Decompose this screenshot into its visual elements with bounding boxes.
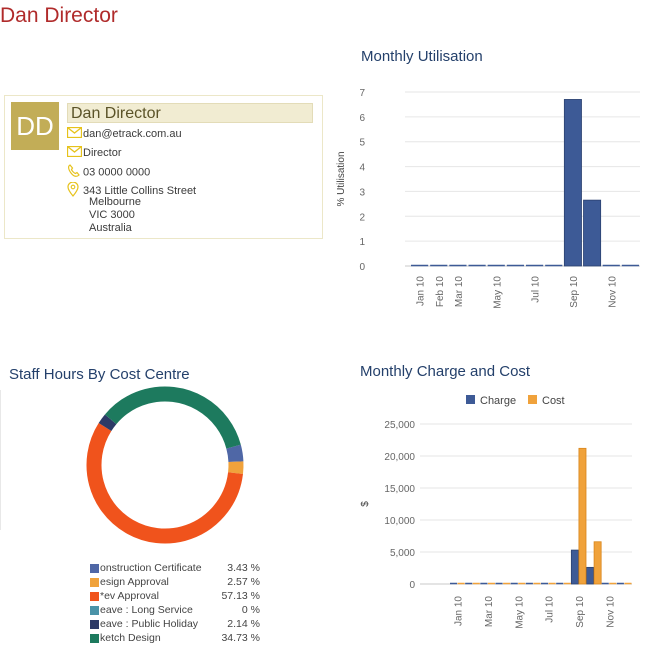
donut-slice-6 (86, 386, 244, 544)
legend-label: eave : Public Holiday (100, 618, 199, 630)
legend-value: 57.13 % (221, 590, 260, 602)
donut-slice-2 (86, 386, 244, 544)
address-line-4: Australia (89, 222, 132, 234)
legend-swatch (90, 634, 99, 643)
address-line-2: Melbourne (89, 196, 141, 208)
email-link[interactable]: dan@etrack.com.au (83, 128, 182, 140)
legend-swatch (90, 620, 99, 629)
role-row: Director (66, 145, 122, 160)
charge-cost-chart: Charge Cost 0 5,000 10,000 15,000 20,000 25,000… (360, 395, 632, 629)
legend-item: eave : Public Holiday 2.14 % (90, 618, 260, 632)
phone-row: 03 0000 0000 (67, 164, 150, 181)
page-title: Dan Director (0, 4, 118, 27)
envelope-icon (66, 145, 83, 160)
divider (0, 390, 1, 530)
x-tick-label: May 10 (492, 276, 503, 309)
y-tick-label: 5 (359, 138, 365, 149)
y-tick-label: 2 (359, 212, 365, 223)
y-tick-label: 3 (359, 187, 365, 198)
legend-swatch (90, 592, 99, 601)
x-tick-label: Sep 10 (569, 276, 580, 308)
bar-cost-sep-10 (578, 447, 587, 585)
y-tick-label: 20,000 (384, 452, 415, 463)
address-row: 343 Little Collins Street (67, 181, 197, 200)
legend-swatch (90, 606, 99, 615)
legend-label: ketch Design (100, 632, 161, 644)
charge-title: Monthly Charge and Cost (360, 363, 531, 380)
phone-text: 03 0000 0000 (83, 166, 151, 179)
x-tick-label: Nov 10 (607, 276, 618, 308)
y-tick-label: 1 (359, 237, 365, 248)
x-tick-label: Jul 10 (531, 276, 542, 303)
x-tick-label: Mar 10 (484, 596, 495, 628)
x-tick-label: Jan 10 (454, 596, 465, 626)
legend-swatch (90, 578, 99, 587)
y-tick-label: 7 (359, 88, 365, 99)
legend-swatch-cost (528, 395, 537, 404)
y-tick-label: 6 (359, 113, 365, 124)
email-row[interactable]: dan@etrack.com.au (66, 126, 182, 141)
legend-value: 2.57 % (227, 576, 260, 588)
envelope-icon (66, 126, 83, 141)
contact-card: DD Dan Director dan@etrack.com.au Direct… (4, 95, 323, 239)
donut-slice-5 (86, 386, 244, 544)
utilisation-chart: 0 1 2 3 4 5 6 7 % Utilisation Jan 10 Feb 10 Mar 10 M… (336, 88, 640, 309)
y-tick-label: 15,000 (384, 484, 415, 495)
x-tick-label: May 10 (514, 596, 525, 629)
address-line-1: 343 Little Collins Street (83, 185, 197, 197)
legend-item: onstruction Certificate 3.43 % (90, 562, 260, 576)
legend-label-cost: Cost (542, 395, 565, 407)
legend-item: ev Approval* 57.13 % (90, 590, 260, 604)
bar-charge-oct-10 (586, 566, 594, 585)
legend-label: esign Approval (100, 576, 169, 588)
y-axis-label: $ (360, 501, 371, 507)
bar-cost-oct-10 (593, 541, 602, 585)
map-pin-icon (67, 181, 83, 200)
y-axis-label: % Utilisation (336, 151, 347, 206)
y-tick-label: 5,000 (390, 548, 415, 559)
legend-swatch-charge (466, 395, 475, 404)
legend-label: eave : Long Service (100, 604, 193, 616)
legend-label: ev Approval* (100, 590, 159, 602)
legend-label-charge: Charge (480, 395, 516, 407)
donut-slice-3 (86, 386, 244, 544)
y-tick-label: 25,000 (384, 420, 415, 431)
bar-charge-sep-10 (570, 549, 579, 585)
bar-oct-10 (583, 199, 602, 267)
bar-sep-10 (563, 99, 582, 267)
x-tick-label: Jan 10 (416, 276, 427, 306)
cost-centre-donut-chart (86, 386, 244, 544)
y-tick-label: 0 (359, 262, 365, 273)
donut-slice-1 (86, 386, 244, 544)
x-tick-label: Nov 10 (605, 596, 616, 628)
legend-value: 3.43 % (227, 562, 260, 574)
legend-value: 0 % (241, 604, 260, 616)
legend-label: onstruction Certificate (100, 562, 202, 574)
address-line-3: VIC 3000 (89, 209, 135, 221)
y-tick-label: 10,000 (384, 516, 415, 527)
legend-item: esign Approval 2.57 % (90, 576, 260, 590)
x-tick-label: Sep 10 (575, 596, 586, 628)
contact-name: Dan Director (67, 103, 313, 123)
hours-title: Staff Hours By Cost Centre (9, 366, 190, 383)
y-tick-label: 4 (359, 163, 365, 174)
legend-item: eave : Long Service 0 % (90, 604, 260, 618)
y-tick-label: 0 (409, 580, 415, 591)
legend-swatch (90, 564, 99, 573)
legend-item: ketch Design 34.73 % (90, 632, 260, 646)
legend-value: 34.73 % (221, 632, 260, 644)
x-tick-label: Jul 10 (545, 596, 556, 623)
x-tick-label: Feb 10 (435, 276, 446, 308)
utilisation-title: Monthly Utilisation (361, 48, 483, 65)
legend-value: 2.14 % (227, 618, 260, 630)
phone-icon (67, 164, 83, 181)
role-text: Director (83, 147, 122, 159)
avatar: DD (11, 102, 59, 150)
x-tick-label: Mar 10 (454, 276, 465, 308)
